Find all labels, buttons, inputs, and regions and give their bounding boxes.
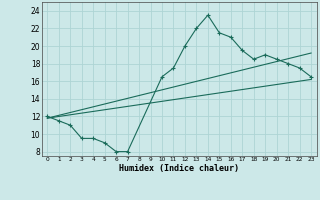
X-axis label: Humidex (Indice chaleur): Humidex (Indice chaleur): [119, 164, 239, 173]
